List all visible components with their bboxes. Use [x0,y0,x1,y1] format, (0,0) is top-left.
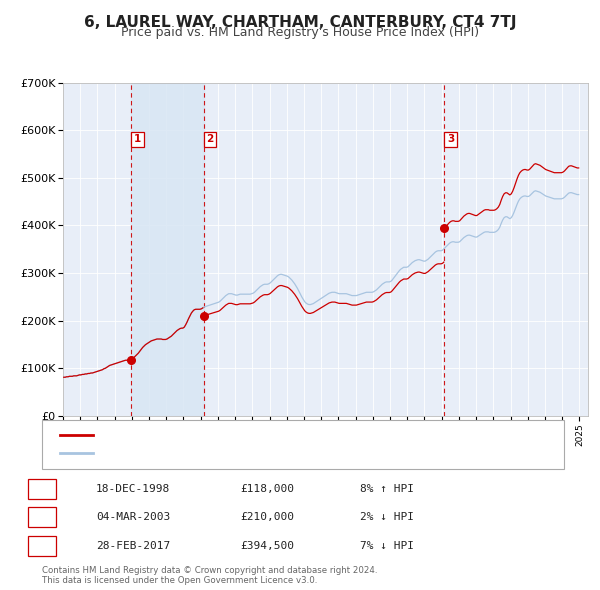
Text: £210,000: £210,000 [240,513,294,522]
Text: Contains HM Land Registry data © Crown copyright and database right 2024.: Contains HM Land Registry data © Crown c… [42,566,377,575]
Text: Price paid vs. HM Land Registry's House Price Index (HPI): Price paid vs. HM Land Registry's House … [121,26,479,39]
Text: 7% ↓ HPI: 7% ↓ HPI [360,541,414,550]
Text: 2: 2 [38,513,46,522]
Text: 28-FEB-2017: 28-FEB-2017 [96,541,170,550]
Text: 8% ↑ HPI: 8% ↑ HPI [360,484,414,494]
Text: £118,000: £118,000 [240,484,294,494]
Text: This data is licensed under the Open Government Licence v3.0.: This data is licensed under the Open Gov… [42,576,317,585]
Text: 1: 1 [38,484,46,494]
Bar [131,83,203,416]
Text: 18-DEC-1998: 18-DEC-1998 [96,484,170,494]
Text: 04-MAR-2003: 04-MAR-2003 [96,513,170,522]
Text: 3: 3 [38,541,46,550]
Text: £394,500: £394,500 [240,541,294,550]
Text: 6, LAUREL WAY, CHARTHAM, CANTERBURY, CT4 7TJ (detached house): 6, LAUREL WAY, CHARTHAM, CANTERBURY, CT4… [102,430,463,440]
Text: 2% ↓ HPI: 2% ↓ HPI [360,513,414,522]
Text: 6, LAUREL WAY, CHARTHAM, CANTERBURY, CT4 7TJ: 6, LAUREL WAY, CHARTHAM, CANTERBURY, CT4… [84,15,516,30]
Text: 1: 1 [134,135,141,145]
Text: HPI: Average price, detached house, Canterbury: HPI: Average price, detached house, Cant… [102,448,354,458]
Text: 3: 3 [447,135,454,145]
Text: 2: 2 [206,135,214,145]
